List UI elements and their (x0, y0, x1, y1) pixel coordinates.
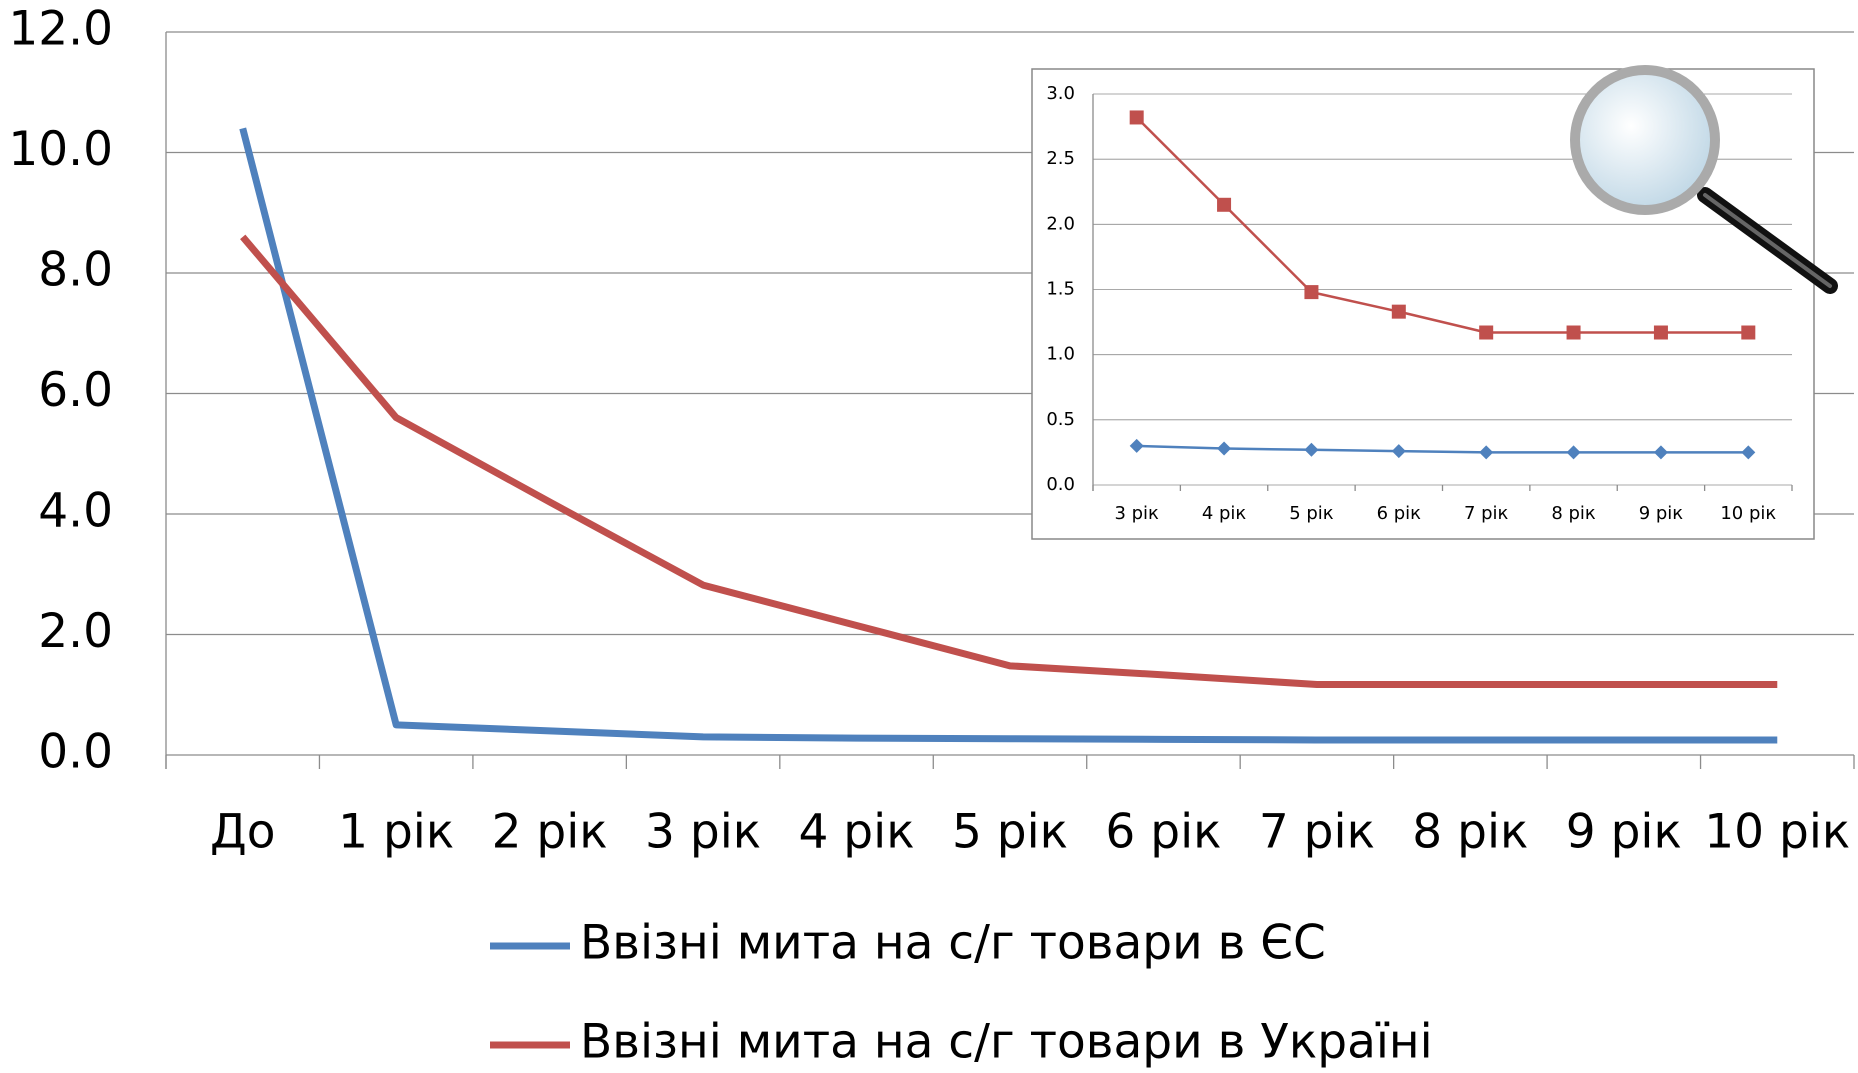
magnifier-icon (1570, 65, 1838, 294)
y-tick-label: 12.0 (8, 2, 113, 57)
series-line (239, 127, 1778, 744)
series-line (240, 234, 1778, 689)
x-tick-label: 7 рік (1259, 805, 1375, 860)
marker (1653, 445, 1668, 460)
x-tick-label: 7 рік (1464, 503, 1509, 524)
x-tick-label: 5 рік (952, 805, 1068, 860)
marker (1566, 445, 1581, 460)
x-tick-label: 3 рік (645, 805, 761, 860)
inset-chart: 0.0 0.5 1.0 1.5 2.0 2.5 3.0 3 рік 4 рік 5 рік 6 рі… (1046, 83, 1793, 524)
y-tick-label: 4.0 (38, 484, 113, 539)
x-tick-label: 4 рік (798, 805, 914, 860)
y-tick-label: 1.0 (1046, 344, 1075, 365)
x-tick-label: 2 рік (492, 805, 608, 860)
x-tick-label: 5 рік (1289, 503, 1334, 524)
series-line (1135, 116, 1749, 334)
marker (1217, 197, 1232, 212)
x-tick-label: 9 рік (1639, 503, 1684, 524)
y-tick-label: 0.0 (1046, 474, 1075, 495)
x-tick-label: До (210, 805, 275, 860)
series-line (1136, 444, 1749, 454)
legend-label: Ввізні мита на с/г товари в ЄС (580, 916, 1326, 971)
y-tick-label: 2.5 (1046, 148, 1075, 169)
y-tick-label: 0.5 (1046, 409, 1075, 430)
x-tick-label: 10 рік (1720, 503, 1776, 524)
marker (1129, 438, 1144, 453)
marker (1304, 442, 1319, 457)
x-tick-label: 1 рік (338, 805, 454, 860)
x-tick-label: 10 рік (1704, 805, 1850, 860)
y-tick-label: 2.0 (1046, 213, 1075, 234)
marker (1129, 110, 1144, 125)
y-tick-label: 10.0 (8, 122, 113, 177)
marker (1653, 325, 1668, 340)
y-tick-label: 3.0 (1046, 83, 1075, 104)
marker (1391, 304, 1406, 319)
x-tick-label: 4 рік (1202, 503, 1247, 524)
y-tick-label: 1.5 (1046, 279, 1075, 300)
legend-label: Ввізні мита на с/г товари в Україні (580, 1015, 1433, 1070)
y-tick-label: 6.0 (38, 363, 113, 418)
x-tick-label: 9 рік (1566, 805, 1682, 860)
marker (1479, 325, 1494, 340)
marker (1217, 441, 1232, 456)
marker (1479, 445, 1494, 460)
x-tick-label: 3 рік (1114, 503, 1159, 524)
x-tick-label: 8 рік (1551, 503, 1596, 524)
x-tick-label: 6 рік (1377, 503, 1422, 524)
marker (1391, 444, 1406, 459)
marker (1566, 325, 1581, 340)
main-chart: 0.0 2.0 4.0 6.0 8.0 10.0 12.0 До 1 рік 2 рік 3 рік… (8, 2, 1855, 1070)
x-tick-label: 6 рік (1105, 805, 1221, 860)
y-tick-label: 0.0 (38, 725, 113, 780)
marker (1741, 445, 1756, 460)
marker (1304, 285, 1319, 300)
y-tick-label: 8.0 (38, 243, 113, 298)
x-tick-label: 8 рік (1412, 805, 1528, 860)
marker (1741, 325, 1756, 340)
y-tick-label: 2.0 (38, 604, 113, 659)
